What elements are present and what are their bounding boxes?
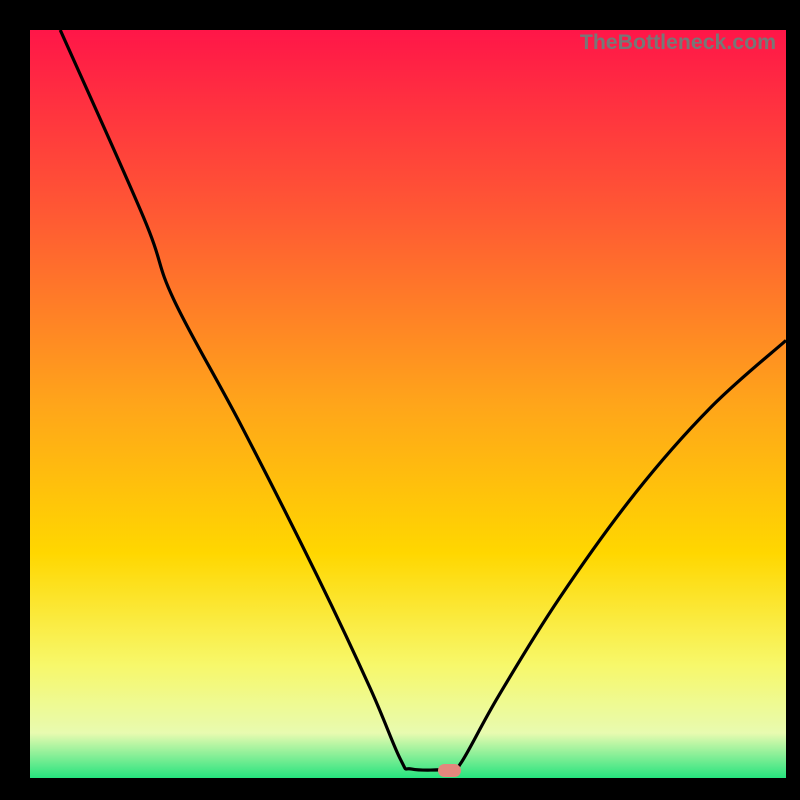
- plot-area: TheBottleneck.com: [30, 30, 786, 778]
- curve-path: [60, 30, 786, 771]
- optimal-marker: [438, 764, 461, 777]
- bottleneck-curve: [30, 30, 786, 778]
- watermark-text: TheBottleneck.com: [580, 30, 776, 55]
- chart-frame: TheBottleneck.com: [0, 0, 800, 800]
